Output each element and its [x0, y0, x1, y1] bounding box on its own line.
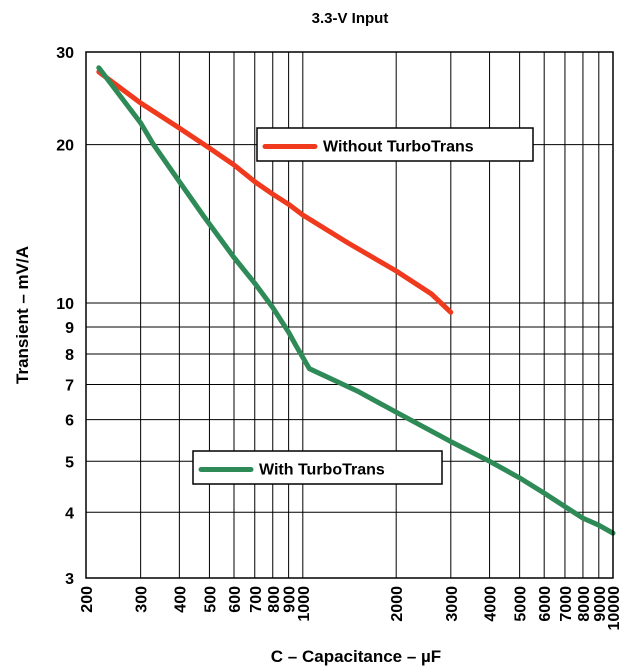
x-tick-label-400: 400	[172, 586, 189, 613]
x-tick-label-200: 200	[79, 586, 96, 613]
x-tick-label-600: 600	[227, 586, 244, 613]
y-tick-label-10: 10	[56, 296, 74, 313]
y-tick-label-6: 6	[65, 413, 74, 430]
x-tick-label-800: 800	[266, 586, 283, 613]
y-tick-label-30: 30	[56, 45, 74, 62]
x-tick-label-900: 900	[282, 586, 299, 613]
y-tick-label-3: 3	[65, 571, 74, 588]
x-tick-label-10000: 10000	[606, 586, 623, 631]
series-line-without-turbotrans	[96, 69, 454, 315]
y-tick-label-5: 5	[65, 454, 74, 471]
x-tick-label-4000: 4000	[483, 586, 500, 622]
x-tick-label-700: 700	[248, 586, 265, 613]
y-tick-label-20: 20	[56, 138, 74, 155]
legend-item-with-turbotrans: With TurboTrans	[192, 450, 443, 485]
legend-label-without-turbotrans: Without TurboTrans	[323, 139, 474, 156]
x-tick-label-5000: 5000	[513, 586, 530, 622]
x-tick-label-6000: 6000	[537, 586, 554, 622]
series-lines	[96, 65, 616, 536]
x-tick-label-8000: 8000	[576, 586, 593, 622]
legend-label-with-turbotrans: With TurboTrans	[259, 462, 385, 479]
y-tick-label-9: 9	[65, 320, 74, 337]
x-axis-label: C – Capacitance – µF	[271, 647, 441, 666]
y-axis-ticks: 3 4 5 6 7 8 9 10 20 30	[56, 45, 74, 588]
x-tick-label-2000: 2000	[389, 586, 406, 622]
x-tick-label-1000: 1000	[296, 586, 313, 622]
legend: Without TurboTrans With TurboTrans	[192, 127, 534, 485]
series-line-with-turbotrans	[96, 65, 616, 536]
x-tick-label-9000: 9000	[592, 586, 609, 622]
x-tick-label-7000: 7000	[558, 586, 575, 622]
y-tick-label-4: 4	[65, 505, 74, 522]
x-tick-label-500: 500	[202, 586, 219, 613]
y-tick-label-7: 7	[65, 377, 74, 394]
x-tick-label-300: 300	[134, 586, 151, 613]
x-tick-label-3000: 3000	[444, 586, 461, 622]
plot-frame	[85, 51, 614, 579]
y-tick-label-8: 8	[65, 347, 74, 364]
legend-item-without-turbotrans: Without TurboTrans	[256, 127, 534, 162]
chart-title: 3.3-V Input	[312, 10, 389, 27]
y-axis-label: Transient – mV/A	[13, 246, 32, 384]
